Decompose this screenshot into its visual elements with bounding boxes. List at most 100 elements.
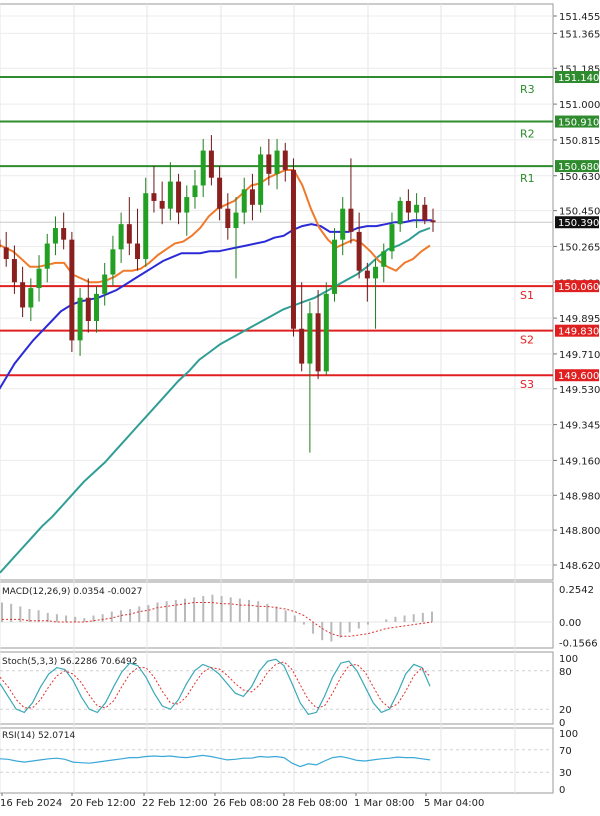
candle-body: [299, 328, 305, 364]
candle-body: [135, 243, 141, 260]
x-tick-label: 28 Feb 08:00: [282, 798, 348, 809]
level-price-box: [555, 369, 599, 382]
candle: [340, 197, 346, 256]
candle-body: [405, 200, 411, 213]
candle: [11, 245, 17, 294]
stoch-k-line: [0, 658, 431, 715]
candle: [290, 158, 296, 337]
candle-body: [266, 154, 272, 174]
y-tick-label: 148.620: [559, 561, 600, 572]
candle-body: [430, 220, 436, 223]
y-tick-label: 151.455: [559, 12, 600, 23]
candle: [126, 197, 132, 256]
candle-body: [20, 282, 26, 308]
x-tick-label: 1 Mar 08:00: [354, 798, 414, 809]
level-name-s3: S3: [520, 378, 534, 391]
x-tick-label: 16 Feb 2024: [0, 798, 62, 809]
candle-body: [3, 247, 9, 260]
candle-body: [36, 268, 42, 289]
stoch-tick-label: 0: [559, 718, 565, 729]
candle: [20, 266, 26, 318]
macd-tick-label: 0.2542: [559, 585, 594, 596]
level-price-label: 149.600: [558, 371, 599, 382]
candle-body: [69, 239, 75, 341]
y-tick-label: 151.365: [559, 29, 600, 40]
candle-body: [258, 154, 264, 205]
grid-layer: [0, 3, 554, 794]
level-price-box: [555, 71, 599, 83]
candle: [422, 197, 428, 225]
level-name-s2: S2: [520, 334, 534, 347]
stoch-tick-label: 100: [559, 654, 578, 665]
candle: [184, 185, 190, 236]
candle-body: [332, 239, 338, 294]
candle-body: [93, 293, 99, 321]
labels-layer: 151.140 150.910 150.680 150.060 149.830 149.6…: [555, 71, 599, 382]
candle-body: [241, 189, 247, 213]
y-tick-label: 150.630: [559, 172, 600, 183]
candle-body: [414, 204, 420, 213]
level-price-label: 150.680: [558, 162, 599, 173]
level-name-s1: S1: [520, 289, 534, 302]
candle-body: [208, 150, 214, 178]
candle: [200, 138, 206, 198]
candle: [266, 138, 272, 186]
level-price-box: [555, 160, 599, 173]
candle-body: [85, 297, 91, 321]
candle: [430, 208, 436, 232]
candle: [110, 235, 116, 287]
candle: [102, 262, 108, 306]
candle-body: [143, 193, 149, 260]
rsi-label: RSI(14) 52.0714: [2, 731, 75, 741]
candle: [332, 228, 338, 302]
level-name-r3: R3: [520, 83, 535, 96]
candle-body: [61, 228, 67, 240]
candle-body: [28, 288, 34, 308]
ma-slow-layer: [0, 227, 431, 574]
candle: [61, 212, 67, 250]
candle: [414, 193, 420, 229]
level-name-r1: R1: [520, 172, 535, 185]
candle-body: [126, 224, 132, 244]
candle-body: [381, 251, 387, 267]
candle: [36, 255, 42, 302]
rsi-line: [0, 754, 431, 768]
y-tick-label: 150.815: [559, 136, 600, 147]
y-tick-label: 151.185: [559, 64, 600, 75]
candle: [315, 290, 321, 380]
candle-body: [167, 181, 173, 209]
candle: [389, 212, 395, 260]
candle-body: [397, 200, 403, 225]
candle: [93, 286, 99, 333]
candle: [381, 243, 387, 283]
candle: [217, 166, 223, 221]
candle: [167, 162, 173, 221]
candle-body: [249, 189, 255, 205]
rsi-tick-label: 100: [559, 729, 578, 740]
candle: [258, 146, 264, 213]
x-tick-label: 20 Feb 12:00: [70, 798, 136, 809]
candle: [348, 158, 354, 244]
candle-body: [225, 208, 231, 229]
candle-body: [274, 150, 280, 174]
candle-body: [356, 231, 362, 271]
candle-body: [200, 150, 206, 186]
rsi-layer: RSI(14) 52.0714 100 70 30 0: [0, 729, 578, 796]
candle: [176, 173, 182, 225]
candle-body: [77, 297, 83, 341]
candle: [143, 177, 149, 267]
candle: [151, 166, 157, 213]
candle: [405, 189, 411, 221]
candle: [323, 282, 329, 376]
candle: [307, 301, 313, 453]
candle: [3, 231, 9, 267]
ma-slow-line: [0, 227, 431, 574]
stoch-layer: Stoch(5,3,3) 56.2286 70.6492 100 80 20 0: [0, 654, 578, 729]
panel-stoch-frame: [0, 651, 554, 725]
candle: [0, 239, 1, 248]
candle-body: [323, 293, 329, 372]
candle: [249, 173, 255, 221]
candle-body: [102, 274, 108, 294]
stoch-d-line: [0, 661, 431, 709]
